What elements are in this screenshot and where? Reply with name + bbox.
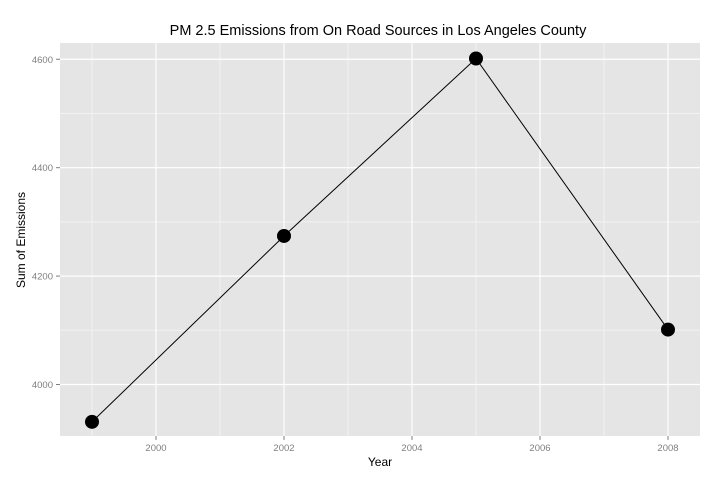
x-tick-label: 2000 [145,443,166,454]
y-tick-label: 4400 [32,163,53,174]
y-tick-label: 4600 [32,55,53,66]
chart-title: PM 2.5 Emissions from On Road Sources in… [170,23,587,39]
data-point [661,322,675,337]
data-series [85,51,675,429]
series-line [91,57,669,423]
data-point [85,414,99,429]
x-axis-title: Year [368,455,392,469]
plot-panel [60,43,700,436]
x-tick-label: 2006 [529,443,550,454]
y-axis: 4000 4200 4400 4600 [32,55,60,391]
y-tick-label: 4200 [32,272,53,283]
x-tick-label: 2004 [401,443,422,454]
x-tick-label: 2002 [273,443,294,454]
data-point [277,228,291,243]
x-axis: 2000 2002 2004 2006 2008 [145,436,679,454]
y-tick-label: 4000 [32,380,53,391]
grid-minor [60,43,700,436]
x-tick-label: 2008 [657,443,678,454]
y-axis-title: Sum of Emissions [14,192,28,288]
data-point [469,51,483,66]
